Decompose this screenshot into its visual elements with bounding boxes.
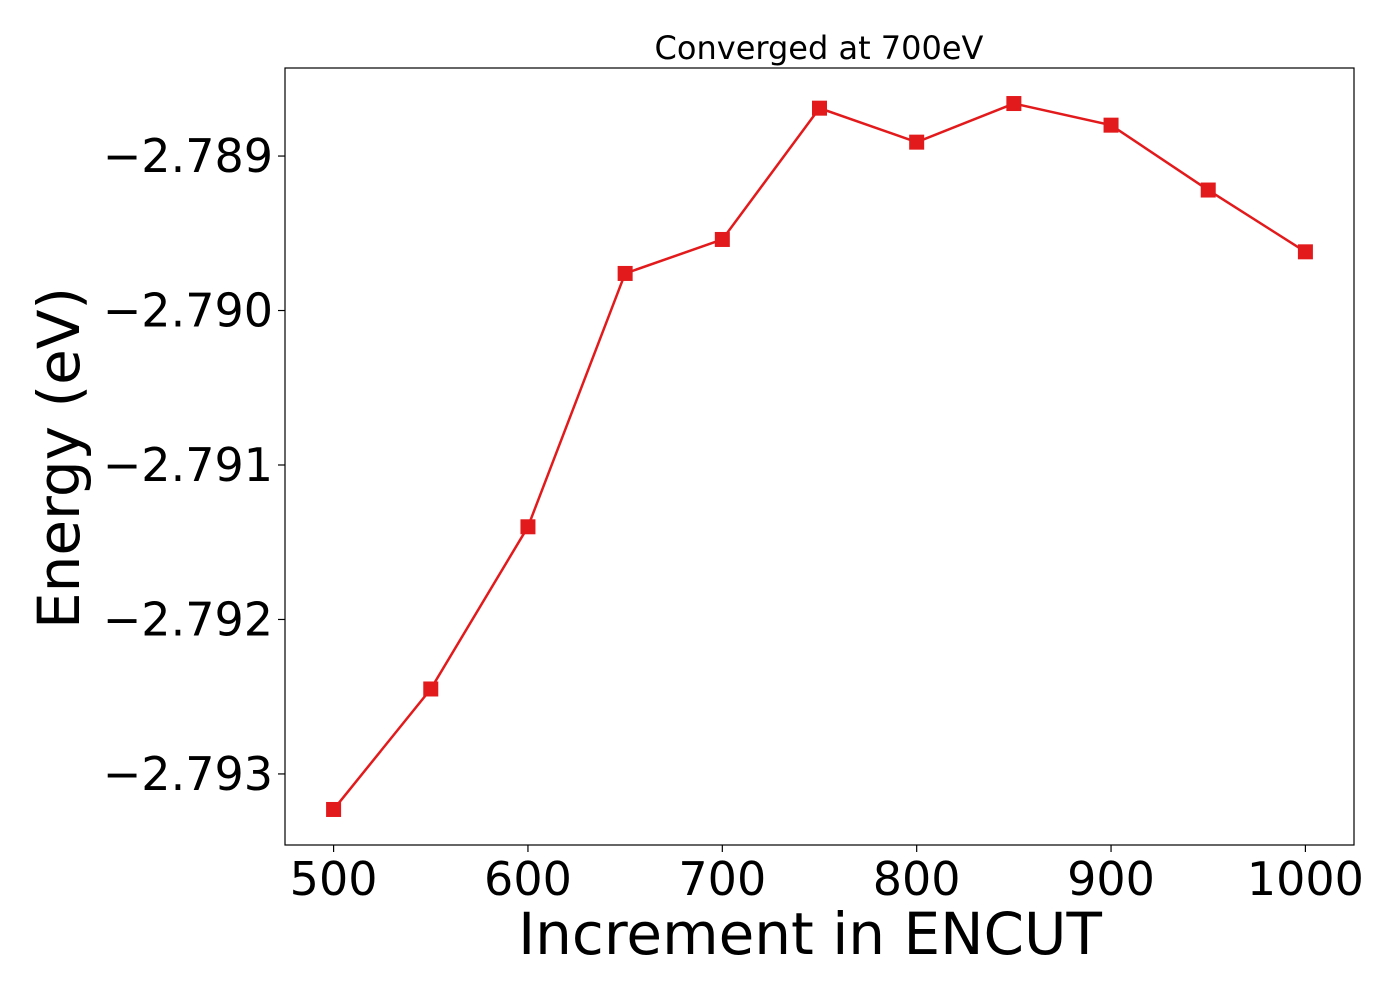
y-tick-label: −2.791 bbox=[103, 438, 273, 492]
x-tick-label: 600 bbox=[484, 852, 572, 906]
y-axis-label: Energy (eV) bbox=[25, 287, 93, 629]
data-point bbox=[617, 265, 633, 281]
data-point bbox=[520, 519, 536, 535]
x-tick-label: 500 bbox=[290, 852, 378, 906]
x-axis-label: Increment in ENCUT bbox=[518, 900, 1102, 968]
data-point bbox=[1200, 182, 1216, 198]
y-tick-label: −2.790 bbox=[103, 284, 273, 338]
data-point bbox=[1297, 244, 1313, 260]
plot-frame bbox=[284, 67, 1355, 846]
x-axis: 500 600 700 800 900 1000 bbox=[290, 845, 1364, 906]
data-point bbox=[423, 681, 439, 697]
data-point bbox=[1103, 117, 1119, 133]
data-point bbox=[326, 801, 342, 817]
series-line bbox=[332, 102, 1307, 811]
x-tick-label: 700 bbox=[678, 852, 766, 906]
data-point bbox=[909, 134, 925, 150]
data-point bbox=[812, 100, 827, 116]
y-tick-label: −2.793 bbox=[103, 747, 273, 801]
data-point bbox=[1006, 96, 1022, 112]
y-axis: −2.789 −2.790 −2.791 −2.792 −2.793 bbox=[103, 129, 285, 801]
x-tick-label: 1000 bbox=[1247, 852, 1364, 906]
data-point bbox=[714, 231, 730, 247]
series-energy bbox=[326, 96, 1313, 817]
y-tick-label: −2.792 bbox=[103, 592, 273, 646]
y-tick-label: −2.789 bbox=[103, 129, 273, 183]
chart-title: Converged at 700eV bbox=[655, 29, 984, 67]
x-tick-label: 900 bbox=[1067, 852, 1155, 906]
x-tick-label: 800 bbox=[873, 852, 961, 906]
